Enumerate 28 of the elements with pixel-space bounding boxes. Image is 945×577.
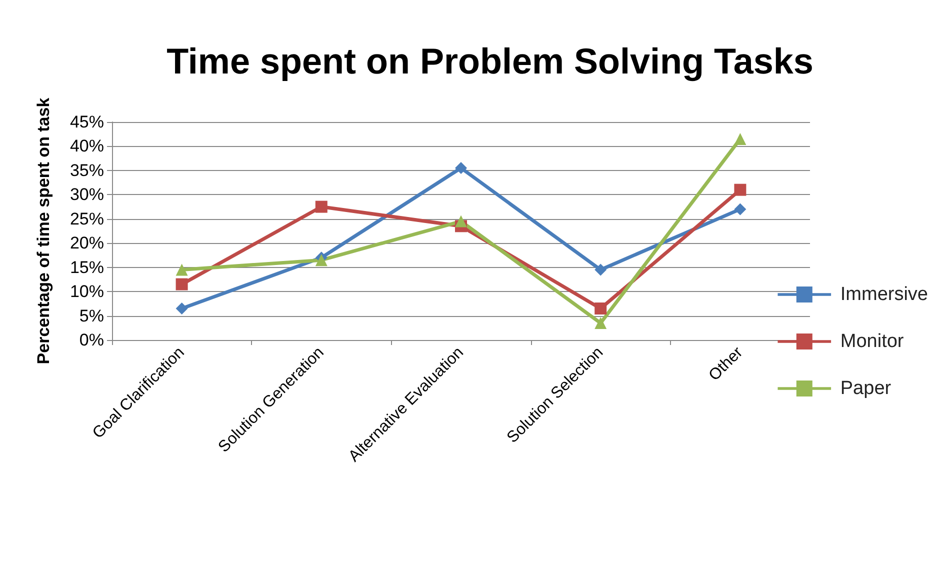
- point: [594, 264, 607, 276]
- point: [455, 215, 467, 228]
- legend-label: Paper: [840, 378, 892, 399]
- legend-label: Monitor: [840, 331, 904, 352]
- point: [176, 278, 188, 290]
- y-tick-label: 10%: [70, 282, 104, 302]
- chart-title: Time spent on Problem Solving Tasks: [166, 40, 814, 82]
- y-tick-label: 40%: [70, 136, 104, 156]
- y-tick-label: 35%: [70, 160, 104, 180]
- y-tick-label: 20%: [70, 234, 104, 253]
- point: [594, 317, 607, 330]
- point: [176, 264, 188, 276]
- point: [176, 302, 188, 315]
- y-tick-label: 5%: [79, 306, 104, 326]
- y-tick-label: 45%: [70, 112, 104, 132]
- point: [734, 132, 746, 145]
- y-tick-label: 15%: [70, 258, 104, 277]
- point: [594, 302, 607, 315]
- y-axis-title: Percentage of time spent on task: [34, 97, 53, 364]
- point: [734, 184, 746, 196]
- point: [455, 162, 467, 174]
- y-tick-label: 25%: [70, 209, 104, 228]
- point: [734, 203, 746, 216]
- point: [315, 254, 328, 266]
- point: [315, 200, 328, 213]
- legend-label: Immersive: [840, 284, 928, 305]
- y-tick-label: 0%: [79, 330, 104, 350]
- y-tick-label: 30%: [70, 185, 104, 204]
